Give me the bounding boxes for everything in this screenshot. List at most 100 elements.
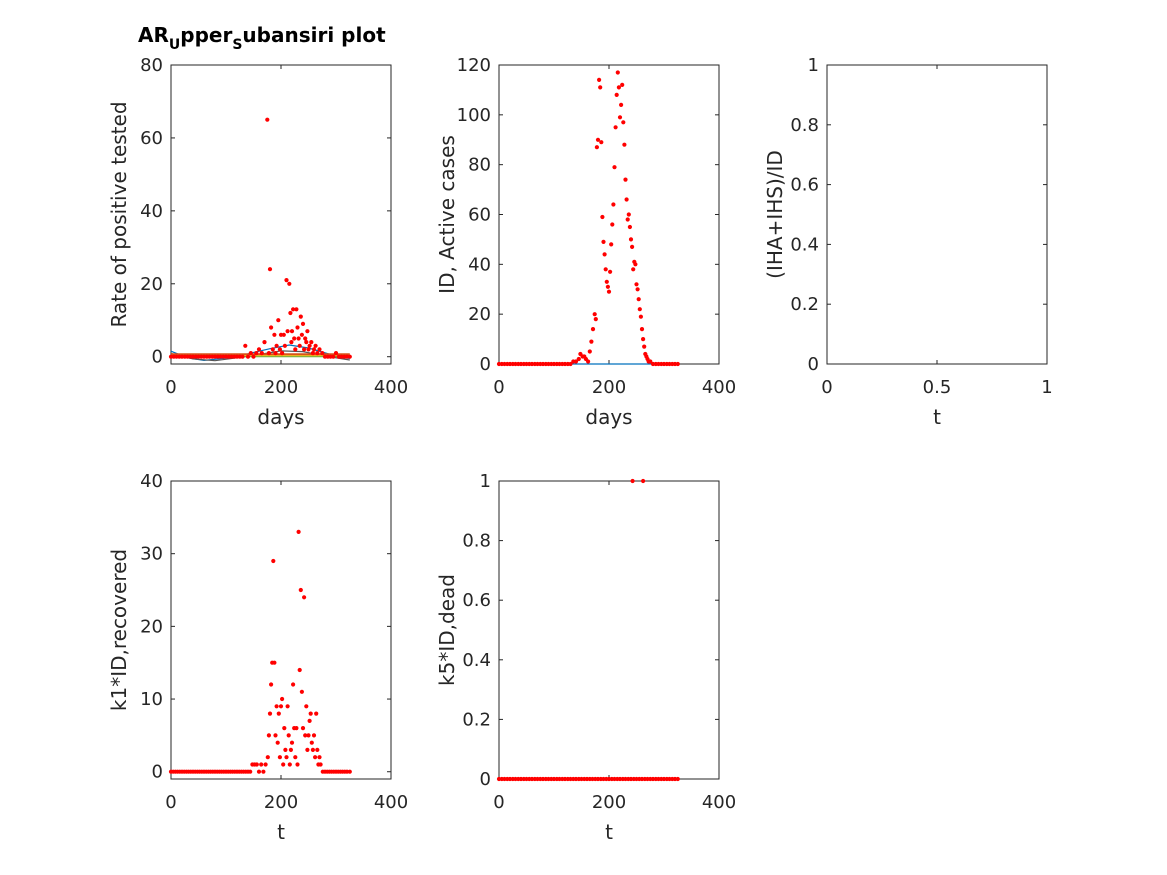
active-data-point-47 [602,252,607,257]
active-data-point-77 [635,287,640,292]
recovered-ylabel: k1*ID,recovered [107,549,131,711]
active-data-point-79 [637,307,642,312]
dead-xtick-label-2: 400 [702,792,736,813]
recovered-data-point-81 [306,733,311,738]
active-data-point-42 [597,77,602,82]
rate-data-point-64 [300,321,306,326]
active-xtick-label-0: 0 [493,377,504,398]
active-ytick-label-1: 20 [468,304,491,325]
rate-data-point-42 [274,343,279,348]
rate-data-point-67 [304,340,309,345]
active-xtick-label-2: 400 [702,377,736,398]
dead-xtick-label-0: 0 [493,792,504,813]
rate-axes-frame [170,64,392,365]
rate-data-point-61 [297,343,302,348]
subplot-rate-of-positive-tested: 0 200 400 0 20 40 60 80 days Rate of positive tes… [107,55,408,429]
subplot-k5-dead: 0 200 400 0 0.2 0.4 0.6 0.8 1 t k5*ID,dead [435,471,736,844]
recovered-ytick-label-4: 40 [140,471,163,492]
recovered-data-point-91 [317,755,322,760]
rate-data-point-28 [245,354,251,359]
active-ytick-label-2: 40 [468,254,491,275]
rate-data-point-62 [298,314,303,319]
figure-title: ARUpperSubansiri plot [138,23,386,53]
rate-ytick-label-2: 40 [140,201,163,222]
recovered-axes-frame [170,480,392,780]
recovered-data-point-75 [299,689,304,694]
active-data-point-72 [630,244,635,249]
dead-ytick-label-0: 0 [480,769,491,790]
rate-data-point-37 [267,267,273,272]
ratio-ytick-label-1: 0.2 [790,294,819,315]
recovered-ytick-label-1: 10 [140,689,163,710]
rate-ytick-label-3: 60 [140,128,163,149]
rate-data-point-50 [285,329,290,334]
rate-data-point-75 [315,351,320,356]
ratio-ylabel: (IHA+IHS)/ID [763,150,787,279]
recovered-data-point-65 [288,747,293,753]
recovered-ytick-label-0: 0 [152,762,163,783]
active-data-point-76 [634,282,639,287]
rate-ytick-label-1: 20 [140,274,163,295]
recovered-data-point-71 [295,762,300,767]
recovered-data-point-64 [287,762,292,767]
rate-xtick-label-0: 0 [165,377,176,398]
recovered-data-point-84 [309,740,314,745]
recovered-data-point-46 [267,711,273,716]
dead-data-point-54 [641,478,646,484]
active-ytick-label-3: 60 [468,205,491,226]
recovered-data-point-60 [283,747,288,753]
active-data-point-81 [639,327,645,332]
recovered-data-point-67 [291,682,296,687]
rate-data-point-44 [277,347,282,352]
active-data-point-34 [586,359,591,364]
recovered-data-point-80 [305,747,310,753]
active-data-point-35 [587,349,592,354]
active-xlabel: days [585,405,632,429]
active-data-point-38 [592,312,597,317]
recovered-data-point-51 [273,733,278,738]
rate-data-point-74 [313,343,318,348]
rate-data-point-43 [276,318,281,323]
recovered-data-point-56 [278,704,284,709]
active-data-point-56 [612,165,617,170]
active-data-point-53 [609,242,614,247]
active-data-point-82 [641,337,646,342]
active-ytick-label-5: 100 [457,105,491,126]
active-data-point-58 [614,92,619,97]
active-data-point-37 [590,327,596,332]
rate-data-point-32 [256,347,262,352]
dead-ytick-label-3: 0.6 [462,590,491,611]
rate-data-point-56 [292,336,297,341]
rate-data-point-27 [243,343,248,348]
rate-ytick-label-4: 80 [140,55,163,76]
recovered-data-point-85 [310,747,315,753]
rate-data-point-60 [296,336,301,341]
active-data-point-41 [595,137,601,142]
rate-data-point-87 [347,354,352,359]
active-xtick-label-1: 200 [592,377,626,398]
rate-xtick-label-1: 200 [264,377,298,398]
recovered-data-point-53 [275,740,280,745]
recovered-data-point-89 [315,747,320,753]
active-data-point-36 [589,339,594,344]
rate-data-point-68 [305,329,310,334]
recovered-data-point-82 [307,718,312,724]
rate-data-point-47 [281,332,286,337]
active-ylabel: ID, Active cases [435,135,459,294]
recovered-data-point-44 [265,755,270,760]
active-data-point-75 [633,262,638,267]
recovered-data-point-87 [313,755,318,760]
ratio-ytick-label-0: 0 [808,354,819,375]
recovered-data-point-39 [254,762,259,767]
active-data-point-88 [648,359,653,364]
rate-data-point-46 [280,351,285,356]
recovered-data-point-47 [269,682,274,687]
rate-data-point-52 [288,310,293,316]
recovered-data-point-42 [261,769,266,774]
rate-ylabel: Rate of positive tested [107,101,131,327]
recovered-data-point-61 [284,755,289,760]
recovered-data-point-78 [303,733,308,738]
rate-data-point-73 [311,347,317,352]
active-data-point-59 [615,70,620,75]
